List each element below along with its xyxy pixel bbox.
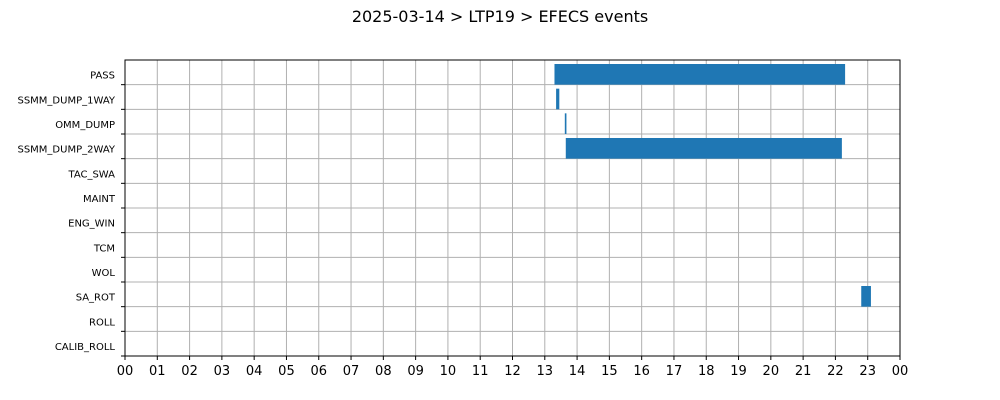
- x-tick-label: 03: [214, 364, 231, 379]
- x-tick-label: 00: [892, 364, 909, 379]
- y-tick-label: PASS: [90, 71, 115, 82]
- x-tick-label: 04: [246, 364, 263, 379]
- y-tick-label: WOL: [92, 268, 116, 279]
- x-tick-label: 13: [537, 364, 554, 379]
- x-tick-label: 07: [343, 364, 360, 379]
- x-tick-label: 12: [504, 364, 521, 379]
- x-tick-label: 23: [859, 364, 876, 379]
- x-tick-label: 16: [633, 364, 650, 379]
- y-tick-label: ROLL: [89, 317, 115, 328]
- chart-title: 2025-03-14 > LTP19 > EFECS events: [352, 7, 648, 26]
- y-tick-label: TCM: [93, 243, 115, 254]
- x-tick-label: 01: [149, 364, 166, 379]
- x-tick-label: 19: [730, 364, 747, 379]
- event-bar: [556, 88, 560, 110]
- x-tick-label: 14: [569, 364, 586, 379]
- x-tick-label: 08: [375, 364, 392, 379]
- event-bar: [565, 138, 842, 159]
- x-tick-label: 20: [763, 364, 780, 379]
- x-tick-label: 05: [278, 364, 295, 379]
- y-tick-label: MAINT: [83, 194, 116, 205]
- x-tick-label: 21: [795, 364, 812, 379]
- x-tick-label: 15: [601, 364, 618, 379]
- x-tick-label: 17: [666, 364, 683, 379]
- x-tick-label: 22: [827, 364, 844, 379]
- bars: [554, 64, 871, 307]
- x-tick-label: 10: [440, 364, 457, 379]
- plot-frame: [124, 59, 901, 357]
- x-tick-label: 09: [407, 364, 424, 379]
- axes: 00 01 02 03 04 05 06 07 08 09 10 11 12 13 14 15 16 17 18 19…: [17, 71, 908, 379]
- x-tick-label: 18: [698, 364, 715, 379]
- y-tick-label: TAC_SWA: [67, 169, 115, 180]
- x-tick-label: 02: [181, 364, 198, 379]
- y-tick-label: OMM_DUMP: [55, 120, 115, 131]
- y-tick-label: SSMM_DUMP_2WAY: [17, 145, 115, 156]
- x-tick-label: 00: [117, 364, 134, 379]
- y-tick-label: SSMM_DUMP_1WAY: [17, 95, 115, 106]
- event-bar: [564, 113, 567, 134]
- event-bar: [861, 286, 871, 307]
- y-tick-label: ENG_WIN: [68, 219, 115, 230]
- grid: [124, 60, 901, 356]
- x-tick-label: 06: [310, 364, 327, 379]
- x-tick-label: 11: [472, 364, 489, 379]
- y-tick-label: SA_ROT: [76, 293, 116, 304]
- event-bar: [554, 64, 846, 85]
- y-tick-label: CALIB_ROLL: [55, 342, 116, 353]
